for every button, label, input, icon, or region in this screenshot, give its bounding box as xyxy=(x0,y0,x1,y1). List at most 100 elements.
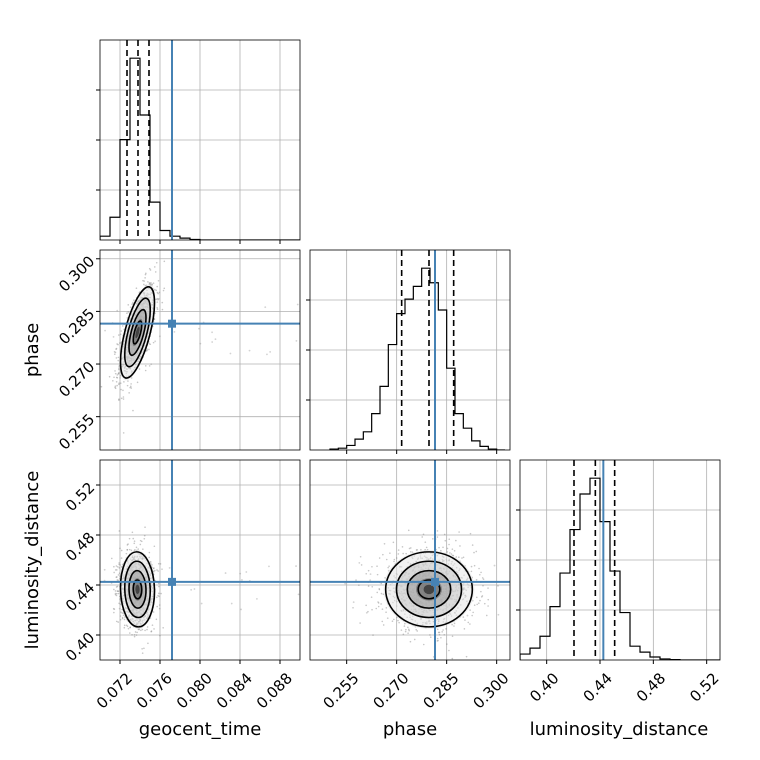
sample-point xyxy=(472,611,474,614)
sample-point xyxy=(497,585,499,587)
x-axis-label-geocent_time: geocent_time xyxy=(139,719,262,740)
sample-point xyxy=(458,556,460,558)
contour-2 xyxy=(123,297,152,368)
sample-point xyxy=(173,330,176,333)
sample-point xyxy=(129,385,132,388)
sample-point xyxy=(485,614,488,617)
sample-point xyxy=(157,279,160,282)
sample-point xyxy=(466,614,469,617)
sample-point xyxy=(129,386,131,389)
sample-point xyxy=(153,266,156,268)
sample-point xyxy=(230,602,233,605)
panel-content xyxy=(100,250,300,450)
sample-point xyxy=(122,398,125,400)
x-tick-label: 0.084 xyxy=(213,669,256,712)
x-axis-label-luminosity_distance: luminosity_distance xyxy=(530,719,709,740)
histogram-step xyxy=(520,477,720,660)
sample-point xyxy=(199,342,202,345)
sample-point xyxy=(118,567,121,569)
histogram-bars xyxy=(520,460,720,660)
y-tick-label: 0.300 xyxy=(55,252,98,295)
sample-point xyxy=(393,618,395,621)
sample-point xyxy=(359,555,362,558)
sample-point xyxy=(464,619,466,621)
sample-point xyxy=(437,639,439,642)
sample-point xyxy=(158,595,160,598)
sample-point xyxy=(382,553,384,556)
sample-point xyxy=(478,573,481,576)
sample-point xyxy=(229,352,232,355)
sample-point xyxy=(239,572,242,575)
sample-point xyxy=(131,633,133,636)
sample-point xyxy=(114,351,117,354)
sample-point xyxy=(143,537,146,540)
y-tick-label: 0.52 xyxy=(62,479,98,515)
sample-point xyxy=(385,558,388,561)
sample-point xyxy=(240,608,242,611)
sample-point xyxy=(352,607,354,609)
sample-point xyxy=(139,539,142,542)
sample-point xyxy=(157,562,160,565)
sample-point xyxy=(465,655,468,658)
sample-point xyxy=(152,611,155,613)
sample-point xyxy=(400,629,403,631)
sample-point xyxy=(116,384,118,387)
sample-point xyxy=(140,540,143,543)
sample-point xyxy=(393,558,396,561)
sample-point xyxy=(380,603,382,605)
sample-point xyxy=(297,593,300,596)
sample-point xyxy=(115,357,118,359)
sample-point xyxy=(477,602,480,604)
truth-marker xyxy=(431,577,439,586)
sample-point xyxy=(133,633,136,636)
sample-point xyxy=(150,630,153,633)
sample-point xyxy=(168,567,171,569)
sample-point xyxy=(402,552,404,555)
sample-point xyxy=(115,594,118,597)
sample-point xyxy=(127,543,129,545)
sample-point xyxy=(116,585,119,588)
sample-point xyxy=(198,327,200,330)
sample-point xyxy=(158,298,160,300)
sample-point xyxy=(146,348,148,350)
panel-frame xyxy=(309,249,511,451)
sample-point xyxy=(377,602,380,604)
sample-point xyxy=(381,608,384,610)
sample-point xyxy=(138,628,140,631)
sample-point xyxy=(296,303,299,306)
sample-point xyxy=(122,396,125,398)
sample-point xyxy=(415,628,418,631)
x-axis-label-phase: phase xyxy=(383,719,437,740)
sample-point xyxy=(383,542,386,545)
sample-point xyxy=(114,372,117,375)
sample-point xyxy=(483,602,486,605)
sample-point xyxy=(256,598,258,600)
sample-point xyxy=(125,552,128,555)
sample-point xyxy=(118,607,121,610)
sample-point xyxy=(133,635,136,638)
sample-point xyxy=(386,617,389,619)
sample-point xyxy=(147,642,149,645)
sample-point xyxy=(156,301,159,303)
sample-point xyxy=(117,590,119,593)
sample-point xyxy=(128,537,131,540)
sample-point xyxy=(119,618,122,621)
sample-point xyxy=(129,626,132,628)
sample-point xyxy=(144,526,146,529)
sample-point xyxy=(451,657,454,660)
sample-point xyxy=(158,604,161,606)
sample-point xyxy=(411,551,414,553)
panel-content xyxy=(310,460,510,660)
sample-point xyxy=(147,281,149,283)
sample-point xyxy=(126,317,129,319)
sample-point xyxy=(125,624,128,627)
panel-2d-geocent_time-phase: 0.255 0.270 0.285 0.300 xyxy=(55,249,301,453)
sample-point xyxy=(113,376,115,379)
sample-point xyxy=(245,571,248,573)
sample-point xyxy=(138,368,141,370)
sample-point xyxy=(130,387,133,389)
sample-point xyxy=(157,298,159,301)
sample-point xyxy=(163,260,166,263)
x-tick-label: 0.072 xyxy=(93,669,136,712)
x-tick-label: 0.44 xyxy=(580,669,616,705)
